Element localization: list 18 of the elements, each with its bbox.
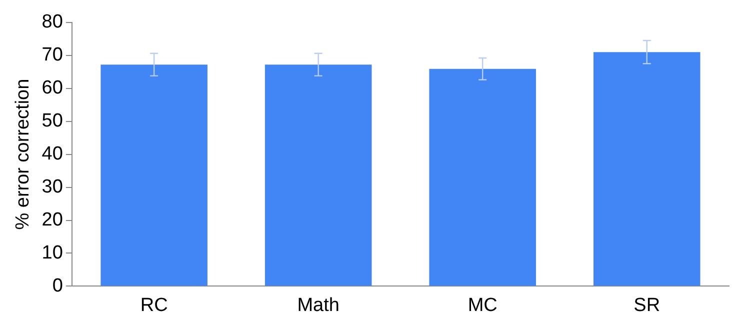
y-tick-label: 10: [42, 242, 63, 264]
y-tick-label: 0: [52, 275, 63, 296]
x-tick-label: RC: [140, 294, 168, 316]
y-tick-label: 80: [42, 12, 63, 33]
bar: [264, 64, 372, 286]
y-tick-label: 60: [42, 78, 63, 99]
bar: [429, 68, 536, 286]
x-tick-label: SR: [634, 294, 660, 316]
y-tick-label: 30: [42, 176, 63, 198]
x-tick-label: Math: [297, 294, 340, 316]
y-tick-label: 20: [42, 209, 63, 230]
bar: [593, 52, 700, 286]
y-tick-label: 40: [42, 144, 63, 165]
y-tick-label: 70: [42, 44, 63, 66]
x-tick-label: MC: [468, 294, 498, 316]
y-axis-title: % error correction: [12, 78, 34, 230]
y-tick-label: 50: [42, 110, 63, 132]
bar: [100, 64, 208, 286]
